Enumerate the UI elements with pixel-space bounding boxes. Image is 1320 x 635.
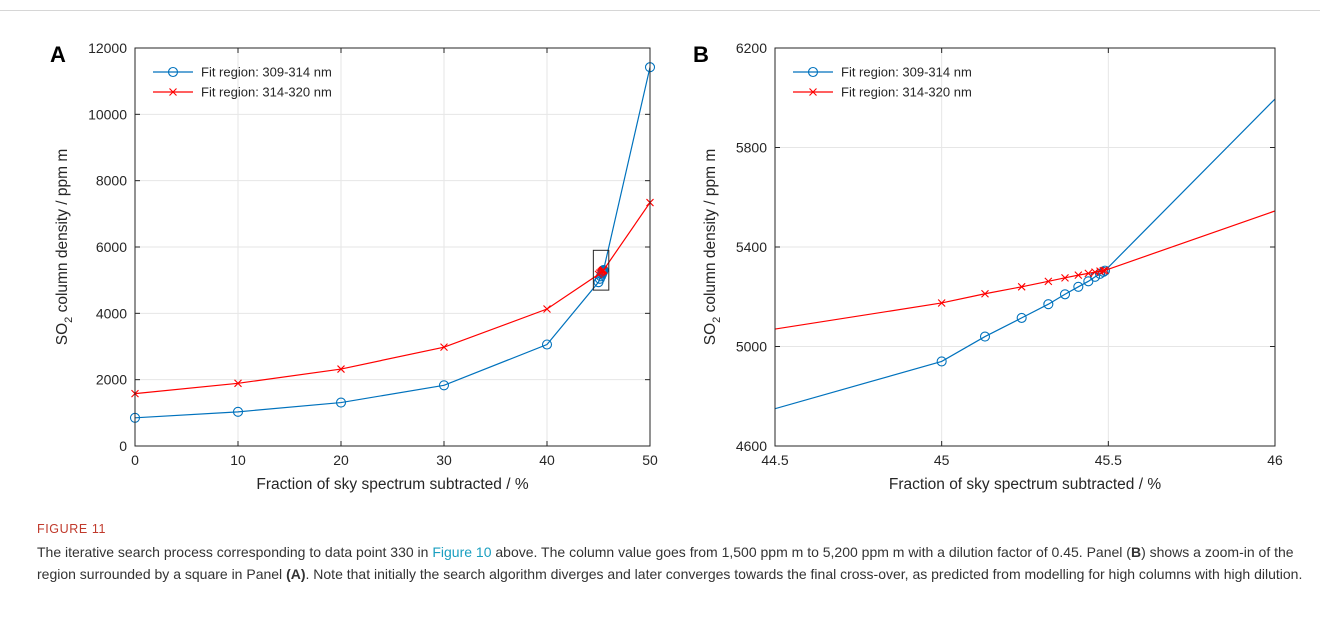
panel-b-series-2-point-5	[1061, 273, 1069, 282]
panel-b-series-1-point-3	[1016, 312, 1027, 323]
panel-b-series-1-point-6	[1073, 281, 1084, 292]
panel-a-y-label-main: SO	[54, 323, 71, 345]
figure-caption: FIGURE 11 The iterative search process c…	[37, 522, 1307, 585]
caption-part-3: ) shows a zoom-in of the region surround…	[37, 544, 1294, 582]
panel-a-x-tick-label-3: 30	[436, 452, 452, 468]
panel-b-y-tick-label-1: 5000	[736, 339, 767, 355]
figure-label: FIGURE 11	[37, 522, 107, 536]
panel-a-series-2-point-2	[337, 365, 345, 373]
panel-b-y-tick-label-3: 5800	[736, 140, 767, 156]
panel-b-x-tick-label-2: 45.5	[1095, 452, 1122, 468]
caption-text: The iterative search process correspondi…	[37, 541, 1307, 585]
panel-b-series-2-point-2	[981, 289, 989, 298]
panel-a-x-tick-label-4: 40	[539, 452, 555, 468]
panel-a-series-2-point-15	[599, 266, 608, 274]
panel-a-y-label-rest: column density / ppm m	[54, 149, 71, 317]
panel-b-y-label-rest: column density / ppm m	[702, 149, 719, 317]
panel-b-series-2-point-3	[1017, 282, 1026, 291]
panel-b-x-tick-label-1: 45	[934, 452, 950, 468]
panel-b-y-tick-label-2: 5400	[736, 239, 767, 255]
panel-a-x-tick-label-0: 0	[131, 452, 139, 468]
panel-b-y-label-main: SO	[702, 323, 719, 345]
panel-b-y-label-sub: 2	[711, 317, 723, 323]
panel-b-series-1-point-5	[1059, 289, 1071, 300]
panel-b-series-2-point-10	[1099, 266, 1108, 275]
figure-panels: 0 10 20 30 40 50 0 2000 4000 6000 8000 10000 12000 Fr…	[50, 40, 1283, 493]
panel-b-x-tick-label-0: 44.5	[761, 452, 788, 468]
panel-b-legend-label-1: Fit region: 309-314 nm	[841, 65, 972, 80]
panel-a-y-tick-label-5: 10000	[88, 106, 127, 122]
panel-a-legend-marker-1	[167, 66, 179, 78]
panel-b-legend-marker-1	[807, 66, 819, 78]
panel-b-x-tick-label-3: 46	[1267, 452, 1283, 468]
panel-a-series-2-point-4	[543, 305, 551, 313]
panel-b-letter: B	[693, 42, 709, 67]
panel-b-series-1-point-1	[936, 356, 947, 367]
panel-a-legend-label-2: Fit region: 314-320 nm	[201, 85, 332, 100]
panel-b-series-1-point-2	[979, 331, 991, 342]
panel-a-series-2-point-3	[440, 343, 448, 352]
caption-panel-b-ref: B	[1130, 544, 1142, 560]
panel-a-y-axis-label: SO2 column density / ppm m	[54, 149, 75, 346]
panel-b-y-axis-label: SO2 column density / ppm m	[702, 149, 723, 346]
caption-part-1: The iterative search process correspondi…	[37, 544, 433, 560]
panel-a-y-tick-label-6: 12000	[88, 40, 127, 56]
panel-b-x-axis-label: Fraction of sky spectrum subtracted / %	[889, 476, 1161, 493]
panel-a-letter: A	[50, 42, 66, 67]
panel-a-y-tick-label-2: 4000	[96, 305, 127, 321]
panel-a-y-tick-label-1: 2000	[96, 372, 127, 388]
caption-part-2: above. The column value goes from 1,500 …	[491, 544, 1131, 560]
figure-10-link[interactable]: Figure 10	[432, 544, 492, 560]
panel-b-series-2-point-11	[1101, 266, 1109, 275]
panel-b-series-2-point-6	[1074, 271, 1083, 279]
panel-a-x-tick-label-1: 10	[230, 452, 246, 468]
panel-b-series-2-point-7	[1084, 269, 1093, 278]
panel-a-series-1-point-1	[232, 406, 244, 417]
panel-a-legend-label-1: Fit region: 309-314 nm	[201, 65, 332, 80]
panel-a-series-1-point-3	[438, 380, 450, 391]
panel-b-series-2-point-4	[1044, 277, 1053, 286]
panel-b-y-tick-label-0: 4600	[736, 438, 767, 454]
panel-b-legend-label-2: Fit region: 314-320 nm	[841, 85, 972, 100]
panel-a-series-1-point-2	[335, 397, 347, 408]
panel-a-y-label-sub: 2	[63, 317, 75, 323]
panel-a-series-2-point-1	[234, 379, 242, 388]
panel-a-legend-marker-2	[169, 88, 177, 96]
panel-a-zoom-box	[592, 249, 610, 291]
panel-a-y-tick-label-3: 6000	[96, 239, 127, 255]
panel-b-series-2-point-1	[937, 299, 946, 307]
panel-b-legend-marker-2	[809, 88, 817, 96]
panel-b-y-tick-label-4: 6200	[736, 40, 767, 56]
caption-panel-a-ref: (A)	[286, 566, 306, 582]
panel-a-y-tick-label-0: 0	[119, 438, 127, 454]
caption-part-4: . Note that initially the search algorit…	[305, 566, 1303, 582]
panel-a-x-tick-label-2: 20	[333, 452, 349, 468]
panel-a-x-tick-label-5: 50	[642, 452, 658, 468]
panel-a-y-tick-label-4: 8000	[96, 173, 127, 189]
panel-b-series-1-point-4	[1043, 299, 1054, 310]
top-divider	[0, 10, 1320, 11]
panel-a-x-axis-label: Fraction of sky spectrum subtracted / %	[256, 476, 528, 493]
panel-a-series-1-point-4	[541, 339, 553, 350]
